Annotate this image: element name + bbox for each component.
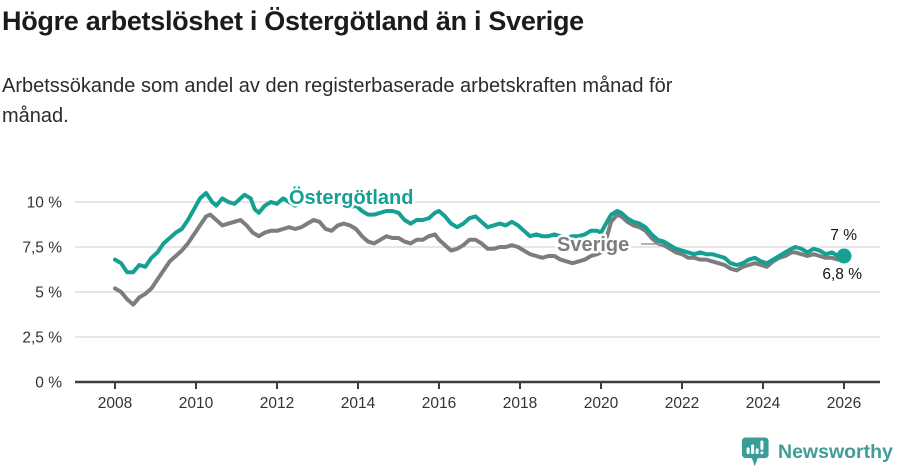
chart-title: Högre arbetslöshet i Östergötland än i S… — [2, 6, 584, 36]
series-line--sterg-tland — [113, 191, 846, 275]
brand-name: Newsworthy — [778, 440, 893, 463]
series-label-sverige: Sverige — [557, 234, 629, 256]
brand-logo[interactable]: Newsworthy — [740, 436, 893, 468]
x-tick-label: 2020 — [584, 395, 619, 412]
y-tick-label: 7,5 % — [22, 240, 62, 257]
series-end-dot--sterg-tland — [836, 248, 852, 264]
chart-subtitle-line1: Arbetssökande som andel av den registerb… — [2, 75, 673, 97]
chart-subtitle-line2: månad. — [2, 104, 69, 127]
y-tick-label: 2,5 % — [22, 330, 62, 347]
logo-bar-chart-glyph — [746, 440, 764, 455]
y-tick-label: 5 % — [35, 285, 62, 302]
x-tick-label: 2016 — [422, 395, 456, 412]
x-tick-label: 2010 — [179, 395, 214, 412]
x-tick-label: 2012 — [260, 395, 294, 412]
logo-bubble-shape — [741, 437, 769, 467]
x-tick-label: 2008 — [98, 395, 132, 412]
x-tick-label: 2022 — [665, 395, 699, 412]
x-tick-label: 2024 — [746, 395, 781, 412]
newsworthy-logo-icon — [741, 437, 769, 467]
chart-subtitle: Arbetssökande som andel av den registerb… — [2, 72, 672, 131]
y-tick-label: 0 % — [35, 375, 62, 392]
y-tick-label: 10 % — [27, 195, 63, 212]
x-tick-label: 2026 — [827, 395, 861, 412]
end-value-label-sverige: 6,8 % — [822, 266, 862, 283]
x-tick-label: 2014 — [341, 395, 376, 412]
x-tick-label: 2018 — [503, 395, 537, 412]
series-line-sverige — [113, 212, 846, 307]
series-label--sterg-tland: Östergötland — [289, 186, 413, 209]
end-value-label--sterg-tland: 7 % — [830, 227, 857, 244]
